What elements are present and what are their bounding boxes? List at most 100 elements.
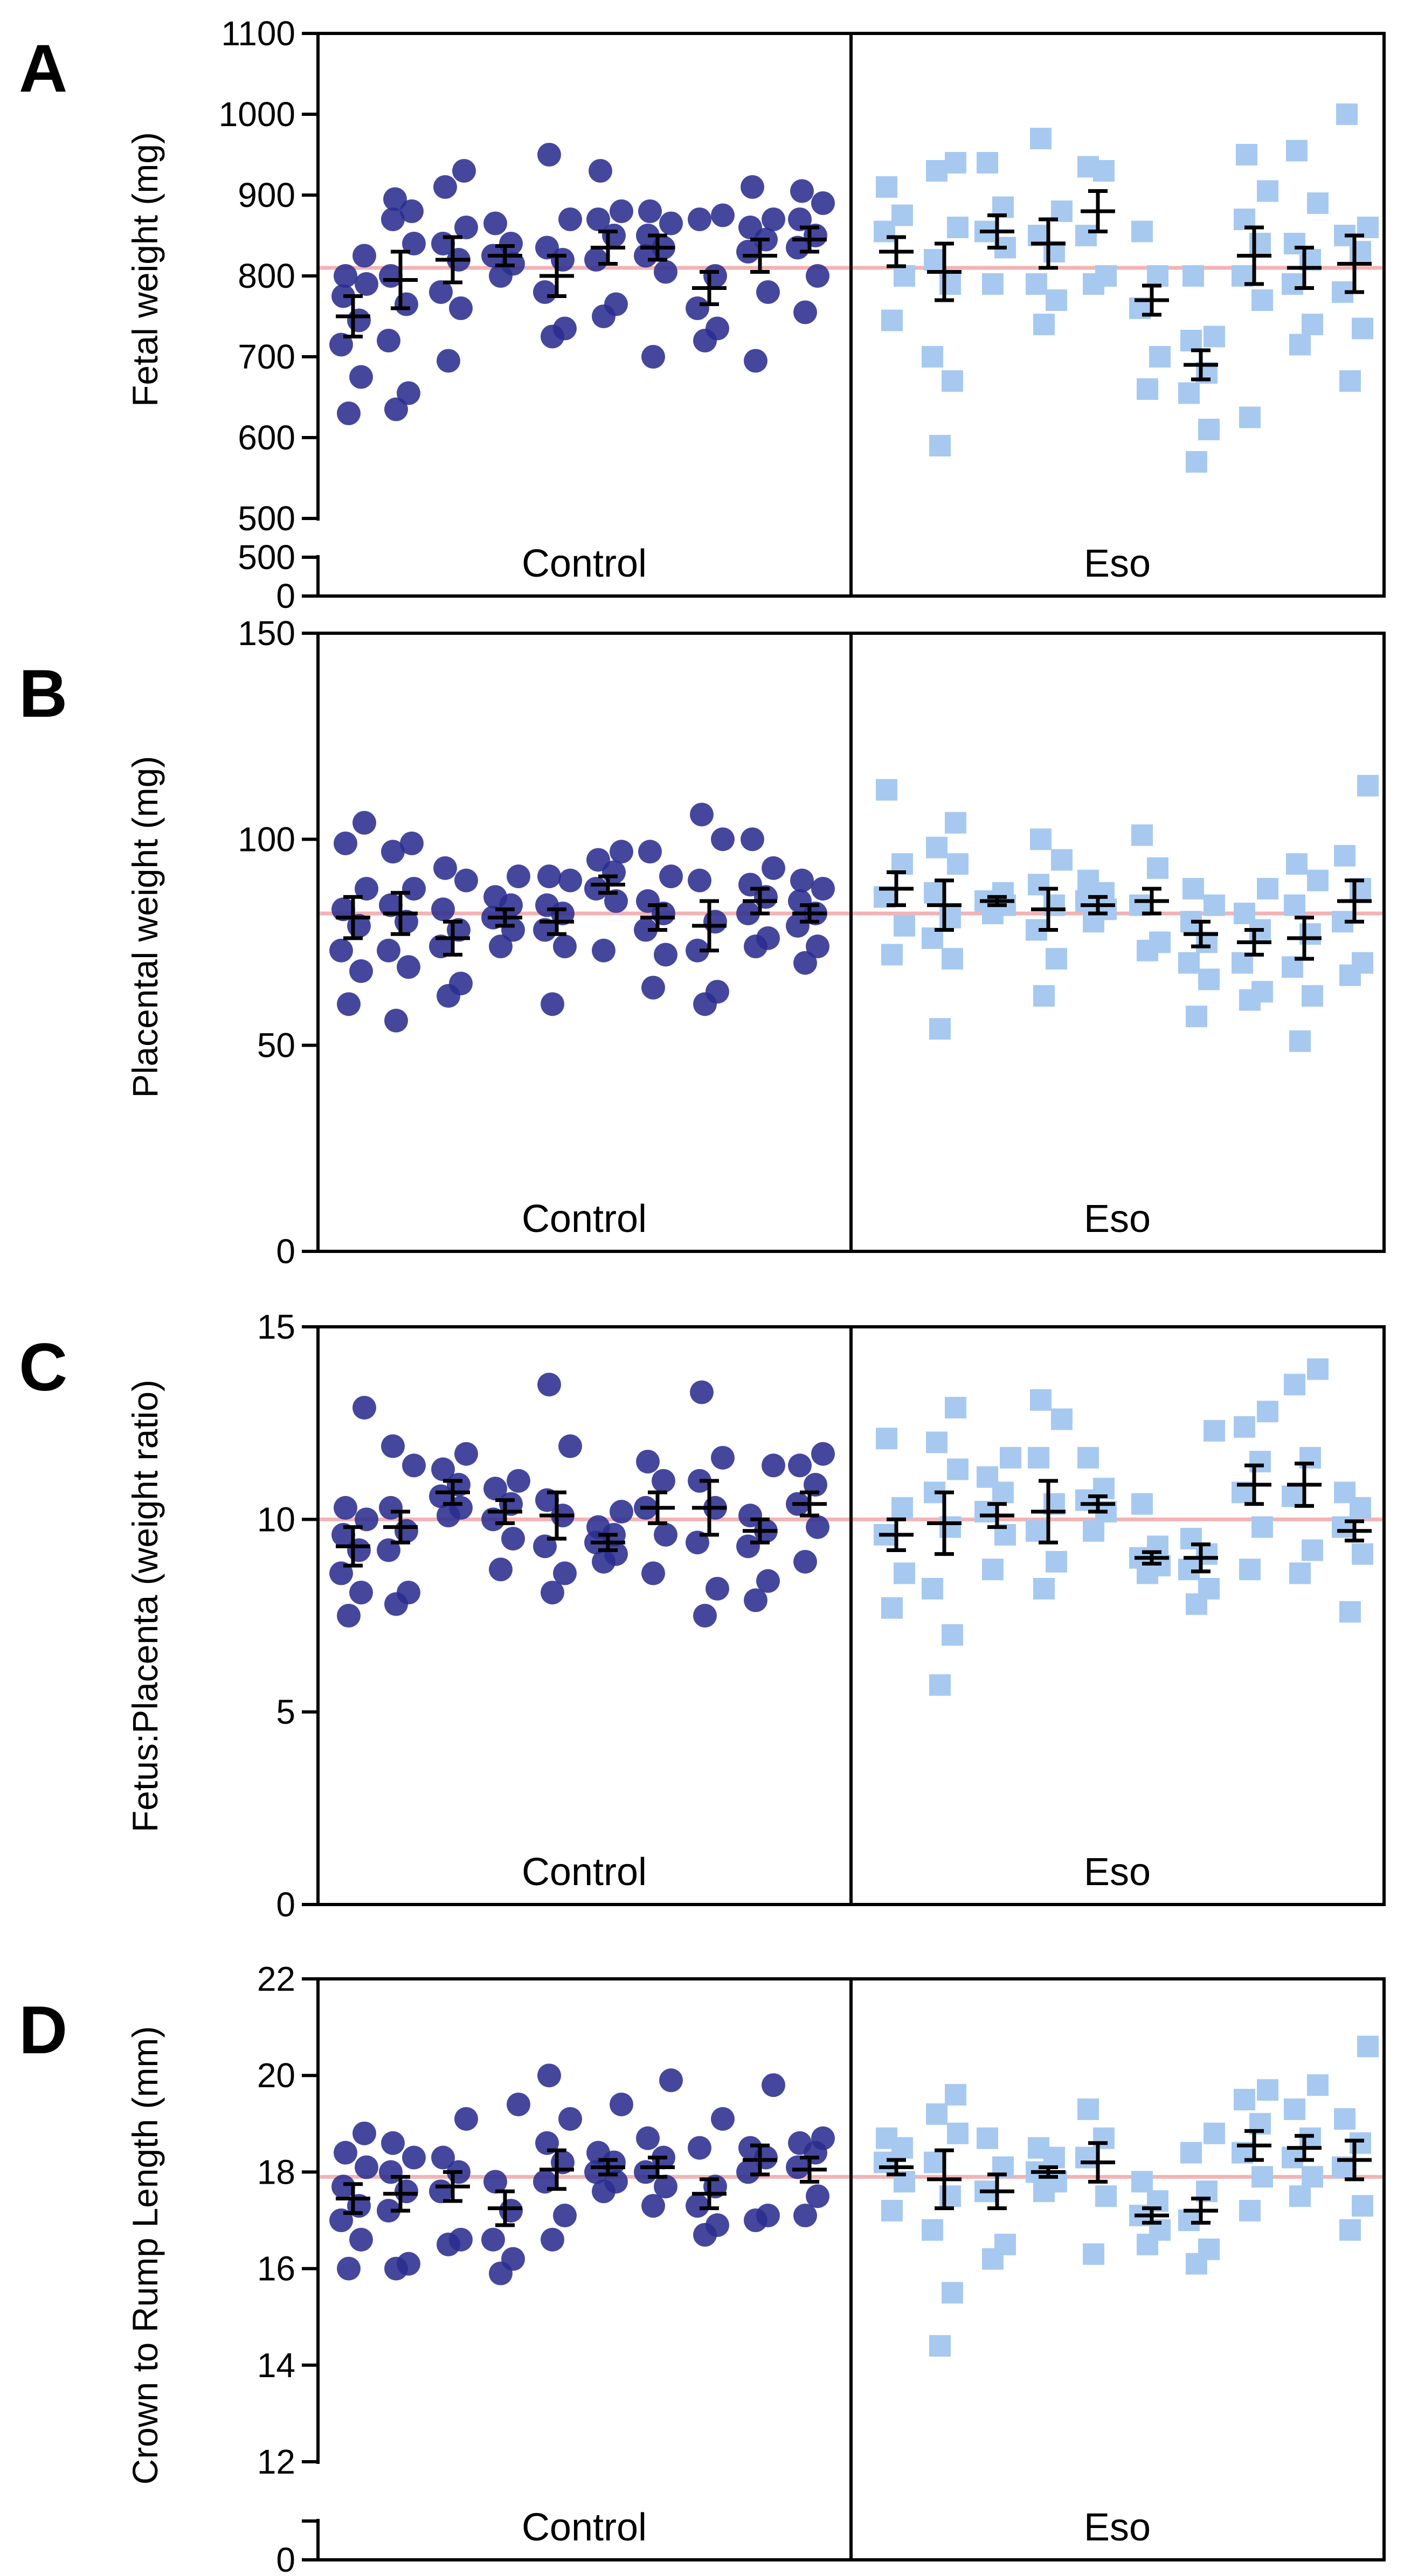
data-point	[638, 840, 662, 864]
data-point	[1339, 2219, 1361, 2241]
data-point	[703, 264, 727, 288]
series-eso	[874, 774, 1379, 1052]
data-point	[1334, 844, 1355, 867]
error-bar	[488, 1498, 522, 1525]
data-point	[586, 207, 610, 231]
data-point	[1336, 103, 1358, 125]
y-axis-title: Fetal weight (mg)	[125, 132, 165, 407]
axis-break-gap	[314, 2464, 322, 2519]
y-tick-label: 700	[238, 337, 295, 376]
error-bar	[1184, 348, 1218, 382]
data-point	[942, 2282, 963, 2304]
error-bar	[1237, 225, 1271, 286]
y-tick-label: 22	[257, 1959, 295, 1998]
data-point	[1046, 1550, 1067, 1573]
error-bar	[927, 878, 962, 932]
error-bar	[540, 254, 574, 298]
error-bar	[1184, 919, 1218, 948]
error-bar	[435, 2170, 470, 2203]
data-point	[762, 2073, 785, 2097]
data-point	[1149, 931, 1171, 953]
error-bar	[927, 2148, 962, 2211]
data-point	[489, 934, 513, 959]
data-point	[1239, 2200, 1261, 2222]
data-point	[756, 280, 780, 304]
data-point	[690, 1380, 714, 1404]
data-point	[922, 1577, 943, 1599]
data-point	[806, 1515, 829, 1539]
data-point	[584, 248, 608, 272]
data-point	[402, 2145, 426, 2170]
data-point	[711, 2107, 735, 2131]
data-point	[793, 2204, 817, 2228]
series-control	[329, 1373, 835, 1628]
data-point	[352, 2121, 376, 2145]
data-point	[1131, 220, 1153, 243]
error-bar	[435, 235, 470, 285]
error-bar	[640, 233, 675, 262]
group-label-eso: Eso	[1084, 542, 1151, 585]
y-tick-label: 18	[257, 2152, 295, 2191]
data-point	[1198, 419, 1220, 440]
data-point	[535, 236, 559, 260]
data-point	[489, 1557, 513, 1582]
data-point	[1352, 2195, 1373, 2217]
data-point	[711, 1445, 735, 1470]
data-point	[652, 1469, 675, 1493]
data-point	[499, 232, 523, 255]
data-point	[762, 1453, 785, 1478]
data-point	[793, 300, 817, 324]
data-point	[452, 159, 476, 183]
data-point	[383, 187, 407, 211]
data-point	[926, 1431, 947, 1453]
data-point	[654, 2175, 677, 2199]
data-point	[381, 2131, 405, 2155]
data-point	[1239, 1559, 1261, 1581]
y-tick-label: 14	[257, 2346, 295, 2385]
data-point	[499, 2199, 523, 2223]
data-point	[449, 1495, 473, 1520]
data-point	[537, 143, 561, 167]
data-point	[1000, 1446, 1021, 1469]
data-point	[349, 1581, 373, 1605]
error-bar	[488, 907, 522, 928]
data-point	[793, 951, 817, 975]
data-point	[641, 1561, 665, 1585]
data-point	[1131, 2171, 1153, 2193]
data-point	[945, 812, 966, 834]
data-point	[788, 1453, 812, 1478]
axis-break-gap	[314, 521, 322, 555]
data-point	[762, 856, 785, 880]
data-point	[942, 948, 963, 970]
error-bar	[879, 235, 914, 268]
data-point	[1178, 2210, 1200, 2231]
data-point	[1095, 265, 1117, 287]
data-point	[881, 944, 903, 966]
data-point	[876, 2127, 897, 2149]
error-bar	[591, 1533, 625, 1553]
error-bar	[980, 213, 1014, 250]
data-point	[688, 2136, 711, 2160]
data-point	[1051, 849, 1073, 871]
data-point	[1302, 314, 1323, 335]
error-bar	[591, 874, 625, 895]
error-bar	[488, 244, 522, 267]
data-point	[558, 207, 582, 231]
series-eso	[874, 1358, 1373, 1696]
error-bar	[383, 1509, 418, 1545]
data-point	[610, 840, 633, 864]
group-label-eso: Eso	[1084, 2506, 1151, 2549]
data-point	[481, 2227, 505, 2252]
panel-letter: A	[19, 31, 67, 106]
data-point	[395, 1519, 418, 1543]
data-point	[402, 232, 426, 255]
data-point	[659, 864, 683, 889]
data-point	[947, 217, 969, 238]
data-point	[355, 877, 378, 901]
data-point	[553, 316, 577, 341]
error-bar	[1287, 916, 1322, 961]
data-point	[736, 1534, 760, 1559]
data-point	[400, 199, 424, 223]
data-point	[1289, 1030, 1311, 1052]
data-point	[1282, 1485, 1303, 1507]
